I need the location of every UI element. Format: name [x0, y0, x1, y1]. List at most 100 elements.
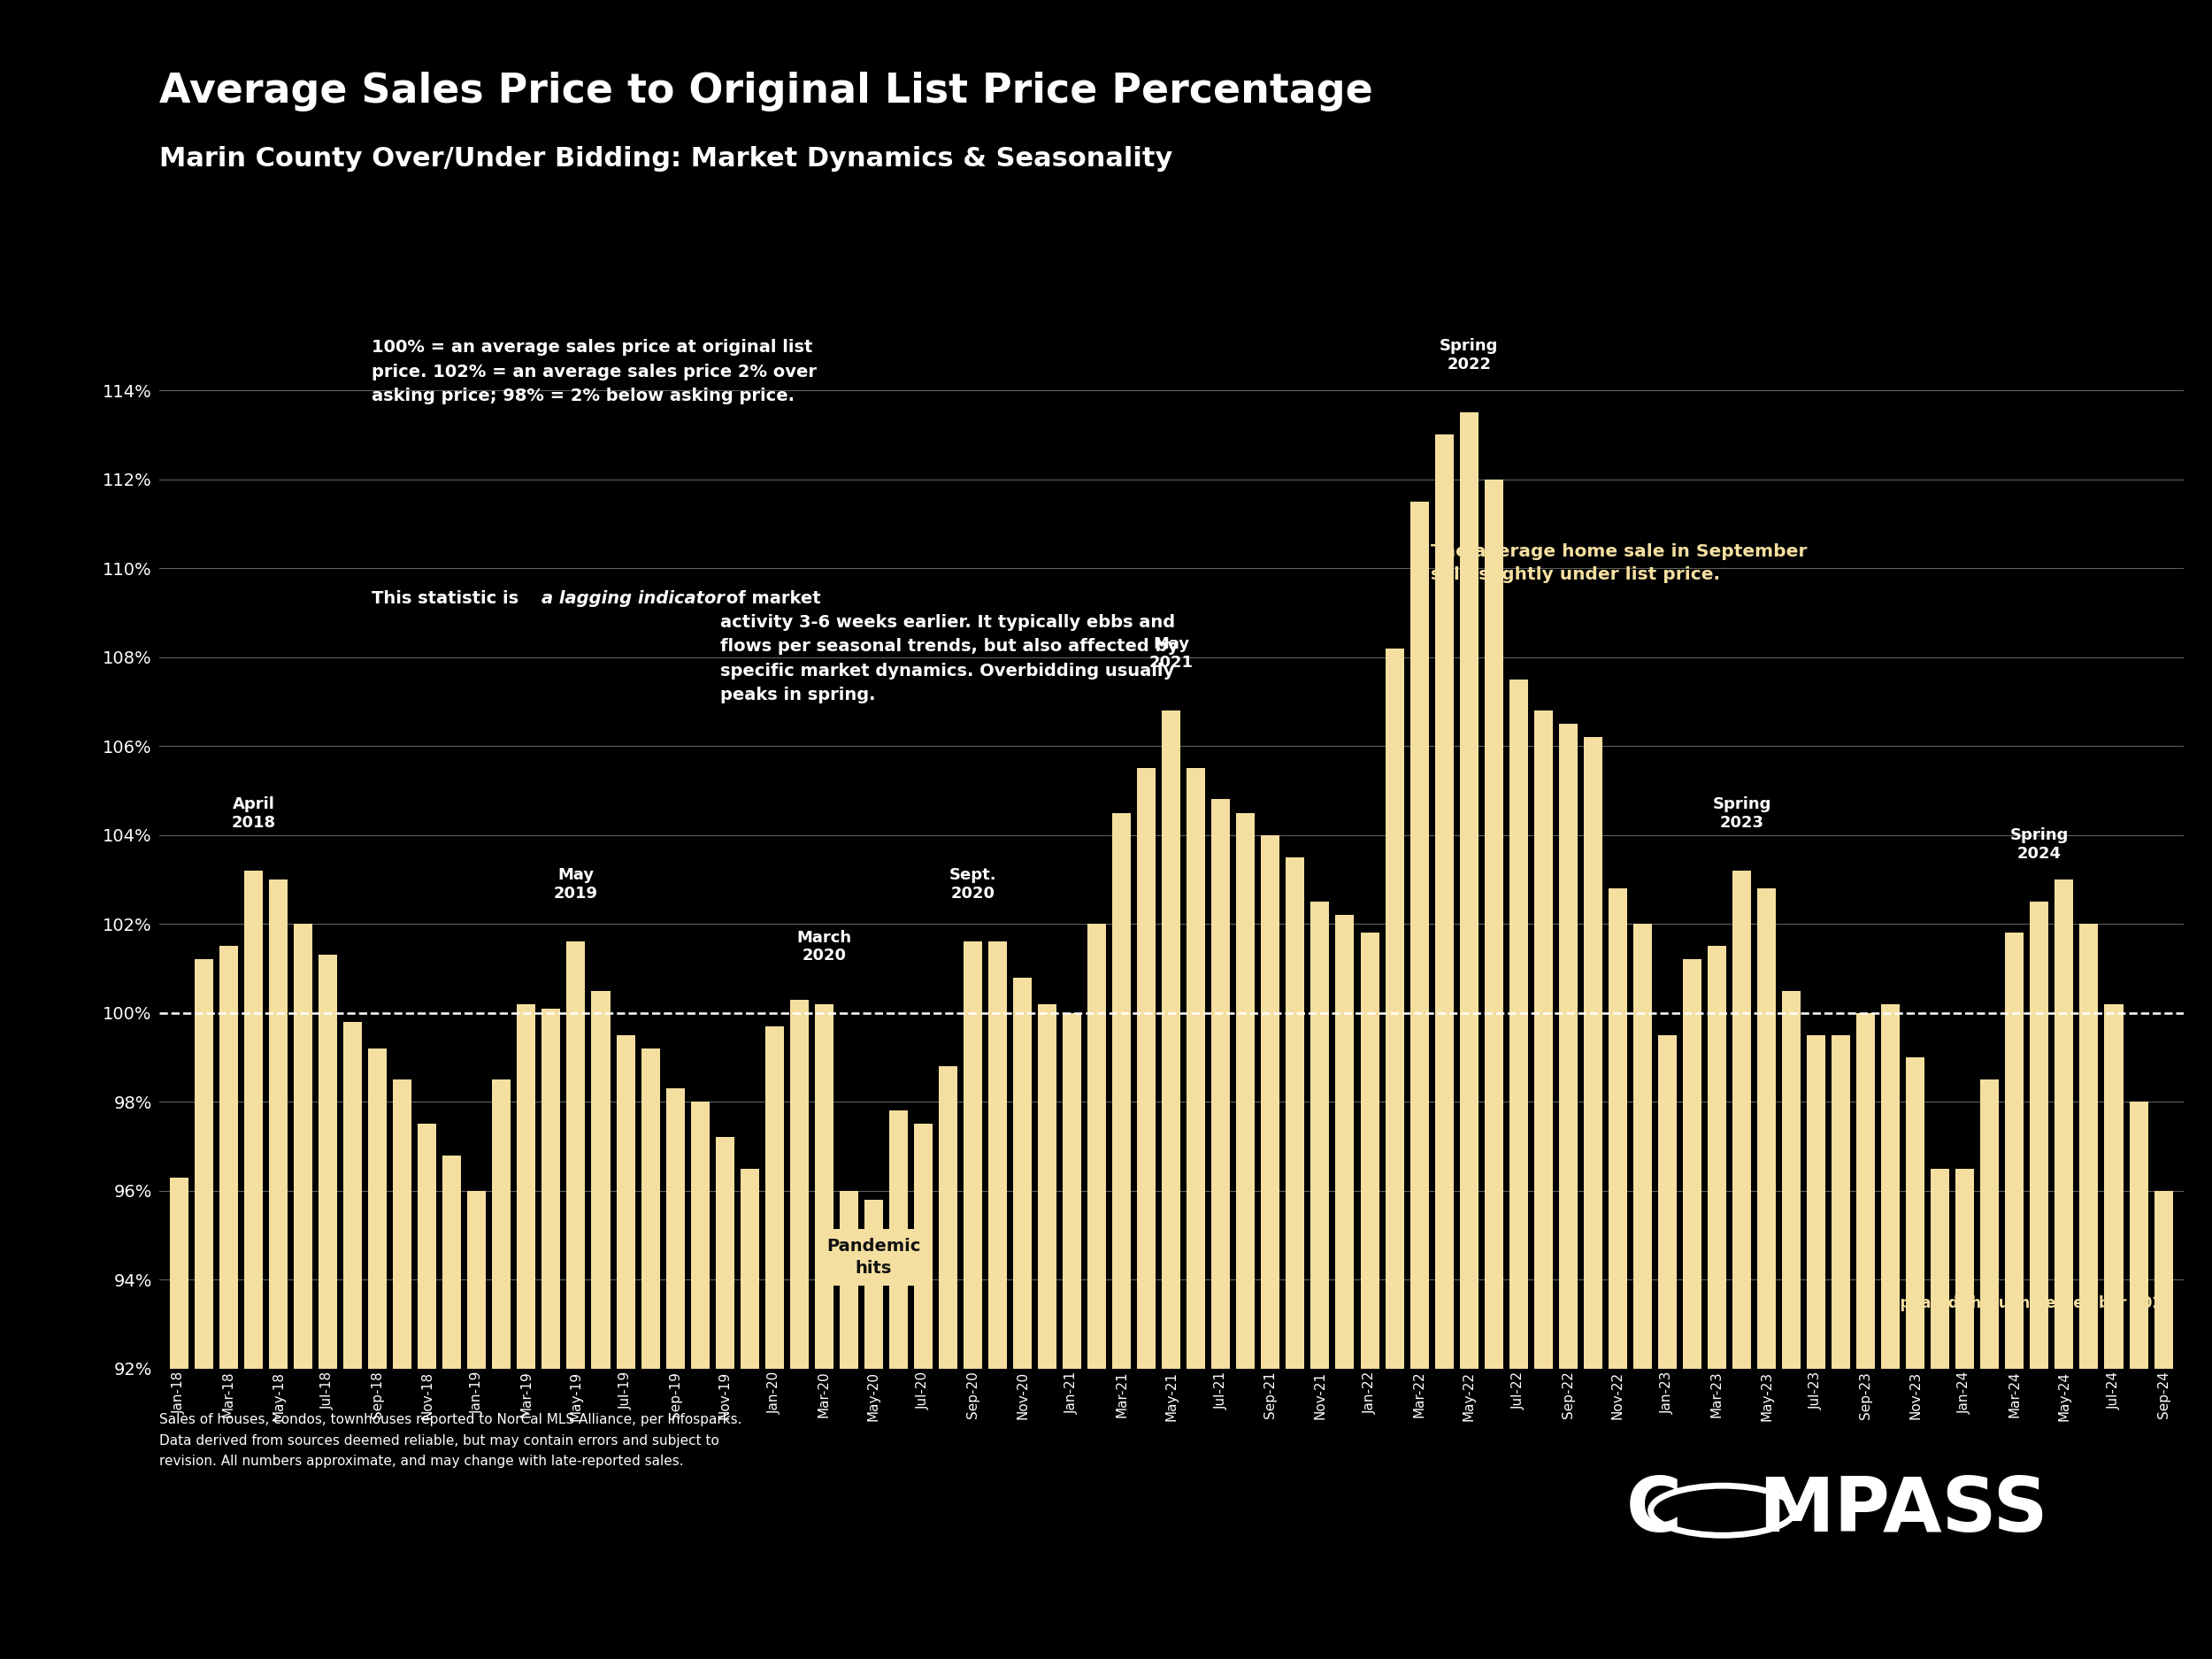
Text: a lagging indicator: a lagging indicator — [542, 591, 723, 607]
Text: Spring
2023: Spring 2023 — [1712, 796, 1772, 831]
Bar — [219, 946, 239, 1659]
Bar — [1088, 924, 1106, 1659]
Bar — [938, 1067, 958, 1659]
Bar — [1980, 1080, 2000, 1659]
Bar — [542, 1009, 560, 1659]
Bar — [1783, 990, 1801, 1659]
Bar — [1385, 649, 1405, 1659]
Bar — [1261, 834, 1281, 1659]
Bar — [989, 942, 1006, 1659]
Bar — [666, 1088, 684, 1659]
Bar — [1584, 737, 1601, 1659]
Bar — [2154, 1191, 2172, 1659]
Bar — [889, 1112, 907, 1659]
Bar — [1807, 1035, 1825, 1659]
Bar — [1683, 959, 1701, 1659]
Bar — [2055, 879, 2073, 1659]
Bar — [1659, 1035, 1677, 1659]
Bar — [1312, 902, 1329, 1659]
Bar — [1931, 1168, 1949, 1659]
Bar — [841, 1191, 858, 1659]
Bar — [591, 990, 611, 1659]
Bar — [914, 1125, 933, 1659]
Text: The average home sale in September
sold slightly under list price.: The average home sale in September sold … — [1431, 542, 1807, 584]
Bar — [1484, 479, 1502, 1659]
Bar — [690, 1102, 710, 1659]
Bar — [790, 999, 810, 1659]
Bar — [1880, 1004, 1900, 1659]
Bar — [765, 1027, 783, 1659]
Bar — [1856, 1014, 1876, 1659]
Bar — [1756, 888, 1776, 1659]
Bar — [418, 1125, 436, 1659]
Bar — [1708, 946, 1725, 1659]
Bar — [1732, 871, 1752, 1659]
Bar — [2031, 902, 2048, 1659]
Text: Pandemic
hits: Pandemic hits — [827, 1238, 920, 1277]
Bar — [195, 959, 212, 1659]
Bar — [467, 1191, 487, 1659]
Bar — [367, 1048, 387, 1659]
Text: April
2018: April 2018 — [232, 796, 276, 831]
Bar — [1336, 916, 1354, 1659]
Bar — [1533, 710, 1553, 1659]
Bar — [1188, 768, 1206, 1659]
Bar — [1237, 813, 1254, 1659]
Bar — [1955, 1168, 1975, 1659]
Bar — [1013, 977, 1031, 1659]
Bar — [1360, 932, 1378, 1659]
Bar — [566, 942, 586, 1659]
Bar — [1161, 710, 1181, 1659]
Bar — [1632, 924, 1652, 1659]
Bar — [270, 879, 288, 1659]
Bar — [1509, 679, 1528, 1659]
Text: Marin County Over/Under Bidding: Market Dynamics & Seasonality: Marin County Over/Under Bidding: Market … — [159, 146, 1172, 171]
Bar — [394, 1080, 411, 1659]
Bar — [170, 1178, 188, 1659]
Bar — [343, 1022, 363, 1659]
Bar — [1062, 1014, 1082, 1659]
Bar — [2130, 1102, 2148, 1659]
Text: Spring
2024: Spring 2024 — [2011, 828, 2068, 861]
Text: 100% = an average sales price at original list
price. 102% = an average sales pr: 100% = an average sales price at origina… — [372, 338, 816, 405]
Bar — [1907, 1057, 1924, 1659]
Bar — [1559, 723, 1577, 1659]
Bar — [2104, 1004, 2124, 1659]
Bar — [2079, 924, 2099, 1659]
Bar — [442, 1155, 462, 1659]
Text: This statistic is: This statistic is — [372, 591, 524, 607]
Circle shape — [1677, 1495, 1770, 1526]
Bar — [1608, 888, 1628, 1659]
Bar — [1832, 1035, 1849, 1659]
Bar — [518, 1004, 535, 1659]
Text: Spring
2022: Spring 2022 — [1440, 338, 1498, 372]
Bar — [294, 924, 312, 1659]
Bar — [493, 1080, 511, 1659]
Bar — [741, 1168, 759, 1659]
Text: Average Sales Price to Original List Price Percentage: Average Sales Price to Original List Pri… — [159, 71, 1374, 111]
Text: Sept.
2020: Sept. 2020 — [949, 868, 998, 902]
Bar — [2006, 932, 2024, 1659]
Text: May
2019: May 2019 — [553, 868, 597, 902]
Text: Sales of houses, condos, townhouses reported to NorCal MLS Alliance, per Infospa: Sales of houses, condos, townhouses repo… — [159, 1413, 741, 1468]
Bar — [1113, 813, 1130, 1659]
Bar — [1285, 858, 1305, 1659]
Bar — [319, 956, 336, 1659]
Bar — [243, 871, 263, 1659]
Bar — [714, 1138, 734, 1659]
Text: C: C — [1626, 1473, 1681, 1548]
Bar — [1212, 800, 1230, 1659]
Text: Updated through September 2024: Updated through September 2024 — [1889, 1296, 2172, 1311]
Bar — [1460, 413, 1478, 1659]
Text: of market
activity 3-6 weeks earlier. It typically ebbs and
flows per seasonal t: of market activity 3-6 weeks earlier. It… — [721, 591, 1179, 703]
Bar — [1436, 435, 1453, 1659]
Bar — [814, 1004, 834, 1659]
Bar — [641, 1048, 659, 1659]
Text: May
2021: May 2021 — [1150, 635, 1194, 670]
Text: MPASS: MPASS — [1759, 1473, 2048, 1548]
Bar — [617, 1035, 635, 1659]
Bar — [964, 942, 982, 1659]
Text: March
2020: March 2020 — [796, 929, 852, 964]
Bar — [1137, 768, 1155, 1659]
Bar — [1037, 1004, 1057, 1659]
